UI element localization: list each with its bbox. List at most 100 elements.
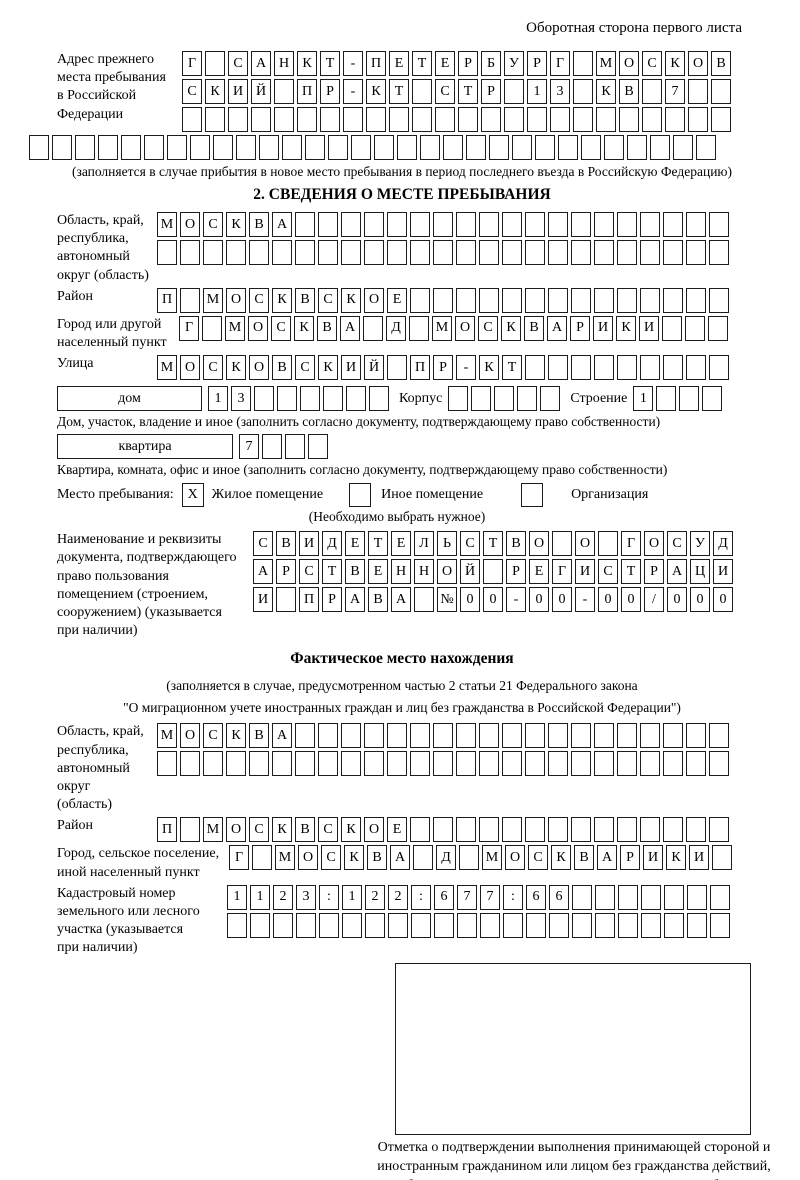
char-box[interactable]	[296, 912, 316, 938]
char-box[interactable]: Р	[620, 845, 640, 871]
char-box[interactable]	[617, 355, 637, 381]
char-box[interactable]: М	[203, 817, 223, 843]
char-box[interactable]	[410, 723, 430, 749]
char-box[interactable]	[297, 107, 317, 132]
char-box[interactable]	[341, 751, 361, 777]
char-box[interactable]: Н	[414, 559, 434, 585]
char-box[interactable]	[121, 135, 141, 160]
char-box[interactable]	[387, 355, 407, 381]
char-box[interactable]: В	[574, 845, 594, 871]
char-box[interactable]: К	[341, 817, 361, 843]
char-box[interactable]: В	[345, 559, 365, 585]
char-box[interactable]: В	[249, 723, 269, 749]
char-box[interactable]	[272, 240, 292, 265]
char-box[interactable]	[663, 355, 683, 381]
char-box[interactable]	[75, 135, 95, 160]
char-box[interactable]	[571, 287, 591, 313]
char-box[interactable]	[687, 912, 707, 938]
char-box[interactable]: А	[272, 212, 292, 237]
char-box[interactable]: /	[644, 587, 664, 613]
char-box[interactable]	[640, 751, 660, 777]
char-box[interactable]: 0	[529, 587, 549, 613]
char-box[interactable]	[709, 751, 729, 777]
char-box[interactable]: С	[249, 287, 269, 313]
char-box[interactable]	[595, 912, 615, 938]
char-box[interactable]	[157, 751, 177, 777]
char-box[interactable]: А	[345, 587, 365, 613]
char-box[interactable]	[617, 723, 637, 749]
char-box[interactable]	[319, 912, 339, 938]
char-box[interactable]	[594, 751, 614, 777]
char-box[interactable]	[466, 135, 486, 160]
char-box[interactable]	[144, 135, 164, 160]
char-box[interactable]: О	[575, 531, 595, 557]
char-box[interactable]: П	[366, 51, 386, 76]
char-box[interactable]	[479, 212, 499, 237]
char-box[interactable]: Т	[320, 51, 340, 76]
char-box[interactable]	[167, 135, 187, 160]
char-box[interactable]	[364, 723, 384, 749]
char-box[interactable]	[480, 912, 500, 938]
char-box[interactable]	[686, 751, 706, 777]
char-box[interactable]: П	[299, 587, 319, 613]
char-box[interactable]	[573, 51, 593, 76]
char-box[interactable]	[481, 107, 501, 132]
char-box[interactable]	[617, 817, 637, 843]
char-box[interactable]: Р	[276, 559, 296, 585]
char-box[interactable]: В	[711, 51, 731, 76]
char-box[interactable]: 0	[483, 587, 503, 613]
char-box[interactable]	[688, 107, 708, 132]
char-box[interactable]: Е	[391, 531, 411, 557]
char-box[interactable]	[479, 287, 499, 313]
char-box[interactable]: -	[343, 79, 363, 104]
char-box[interactable]	[435, 107, 455, 132]
char-box[interactable]	[656, 386, 677, 412]
char-box[interactable]: Е	[345, 531, 365, 557]
char-box[interactable]: К	[226, 723, 246, 749]
char-box[interactable]	[504, 107, 524, 132]
char-box[interactable]	[351, 135, 371, 160]
char-box[interactable]	[157, 240, 177, 265]
char-box[interactable]	[709, 212, 729, 237]
char-box[interactable]: 6	[549, 884, 569, 910]
char-box[interactable]: 0	[598, 587, 618, 613]
char-box[interactable]: П	[157, 287, 177, 313]
char-box[interactable]: К	[272, 817, 292, 843]
char-box[interactable]: -	[506, 587, 526, 613]
char-box[interactable]: И	[299, 531, 319, 557]
char-box[interactable]	[710, 912, 730, 938]
char-box[interactable]	[641, 884, 661, 910]
char-box[interactable]: 3	[296, 884, 316, 910]
char-box[interactable]	[663, 287, 683, 313]
char-box[interactable]	[595, 884, 615, 910]
char-box[interactable]	[664, 884, 684, 910]
char-box[interactable]: К	[551, 845, 571, 871]
char-box[interactable]	[711, 107, 731, 132]
char-box[interactable]: В	[295, 287, 315, 313]
char-box[interactable]	[526, 912, 546, 938]
char-box[interactable]: К	[226, 212, 246, 237]
char-box[interactable]	[665, 107, 685, 132]
char-box[interactable]	[572, 912, 592, 938]
char-box[interactable]: К	[205, 79, 225, 104]
char-box[interactable]: К	[665, 51, 685, 76]
char-box[interactable]	[180, 240, 200, 265]
char-box[interactable]	[98, 135, 118, 160]
char-box[interactable]: В	[524, 315, 544, 341]
char-box[interactable]	[420, 135, 440, 160]
char-box[interactable]: А	[391, 587, 411, 613]
char-box[interactable]	[525, 817, 545, 843]
char-box[interactable]	[525, 355, 545, 381]
char-box[interactable]: -	[343, 51, 363, 76]
char-box[interactable]: И	[639, 315, 659, 341]
char-box[interactable]	[712, 845, 732, 871]
char-box[interactable]: Е	[529, 559, 549, 585]
char-box[interactable]: Е	[435, 51, 455, 76]
char-box[interactable]: О	[226, 817, 246, 843]
char-box[interactable]	[365, 912, 385, 938]
char-box[interactable]	[594, 355, 614, 381]
char-box[interactable]: 3	[231, 386, 251, 412]
char-box[interactable]	[640, 287, 660, 313]
char-box[interactable]: Р	[433, 355, 453, 381]
char-box[interactable]	[363, 315, 383, 341]
